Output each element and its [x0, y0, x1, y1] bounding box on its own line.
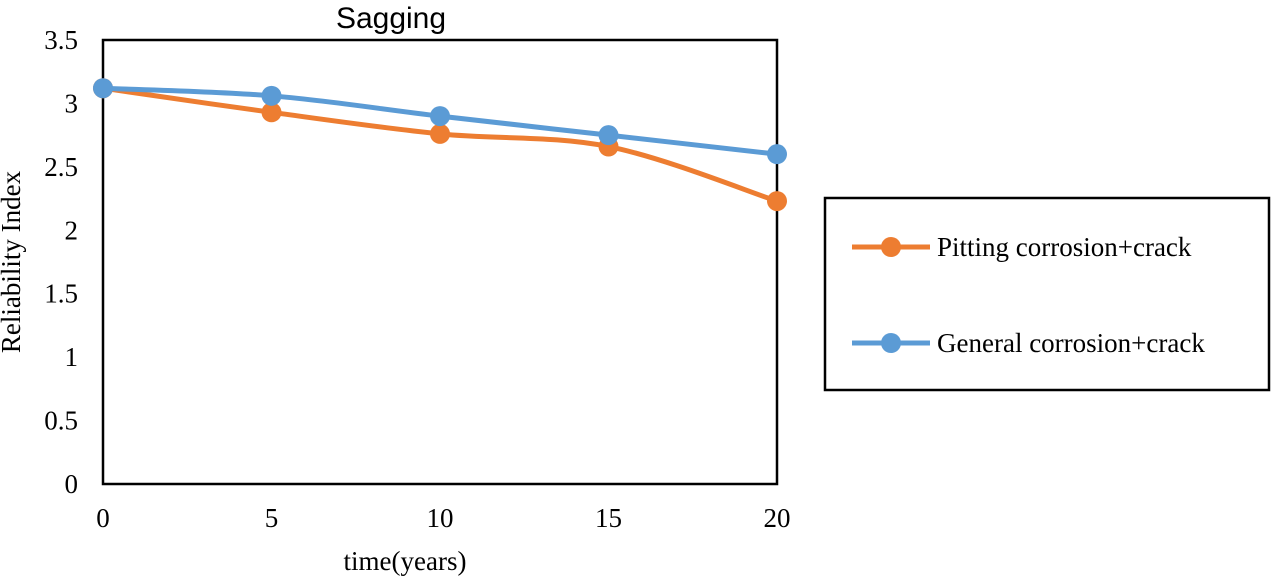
data-point-0	[261, 102, 282, 123]
x-axis-label: time(years)	[344, 546, 467, 576]
legend: Pitting corrosion+crack General corrosion…	[852, 232, 1205, 358]
legend-marker-1	[881, 333, 901, 353]
y-tick-label: 3.5	[44, 25, 78, 55]
data-point-1	[430, 106, 450, 127]
y-tick-label: 0.5	[44, 406, 78, 436]
series-layer	[93, 78, 787, 212]
data-point-0	[430, 123, 450, 144]
plot-area	[101, 38, 779, 486]
data-point-1	[598, 125, 619, 146]
y-axis-ticks: 0 0.5 1 1.5 2 2.5 3 3.5	[44, 25, 78, 499]
y-tick-label: 2.5	[44, 152, 78, 182]
data-point-1	[767, 144, 787, 165]
legend-label-1: General corrosion+crack	[937, 328, 1205, 358]
y-tick-label: 3	[65, 88, 79, 118]
x-tick-label: 15	[595, 503, 622, 533]
x-tick-label: 20	[764, 503, 791, 533]
data-point-0	[767, 191, 787, 212]
data-point-1	[261, 85, 282, 106]
data-point-1	[93, 78, 113, 99]
x-tick-label: 5	[265, 503, 279, 533]
x-tick-label: 0	[96, 503, 110, 533]
y-tick-label: 1.5	[44, 279, 78, 309]
y-tick-label: 2	[65, 215, 79, 245]
y-tick-label: 0	[65, 469, 79, 499]
y-tick-label: 1	[65, 342, 79, 372]
legend-marker-0	[881, 237, 901, 257]
legend-box	[823, 196, 1271, 392]
x-axis-ticks: 0 5 10 15 20	[96, 503, 790, 533]
legend-label-0: Pitting corrosion+crack	[937, 232, 1192, 262]
y-axis-label: Reliability Index	[0, 170, 26, 353]
chart-title: Sagging	[336, 2, 446, 35]
x-tick-label: 10	[427, 503, 454, 533]
